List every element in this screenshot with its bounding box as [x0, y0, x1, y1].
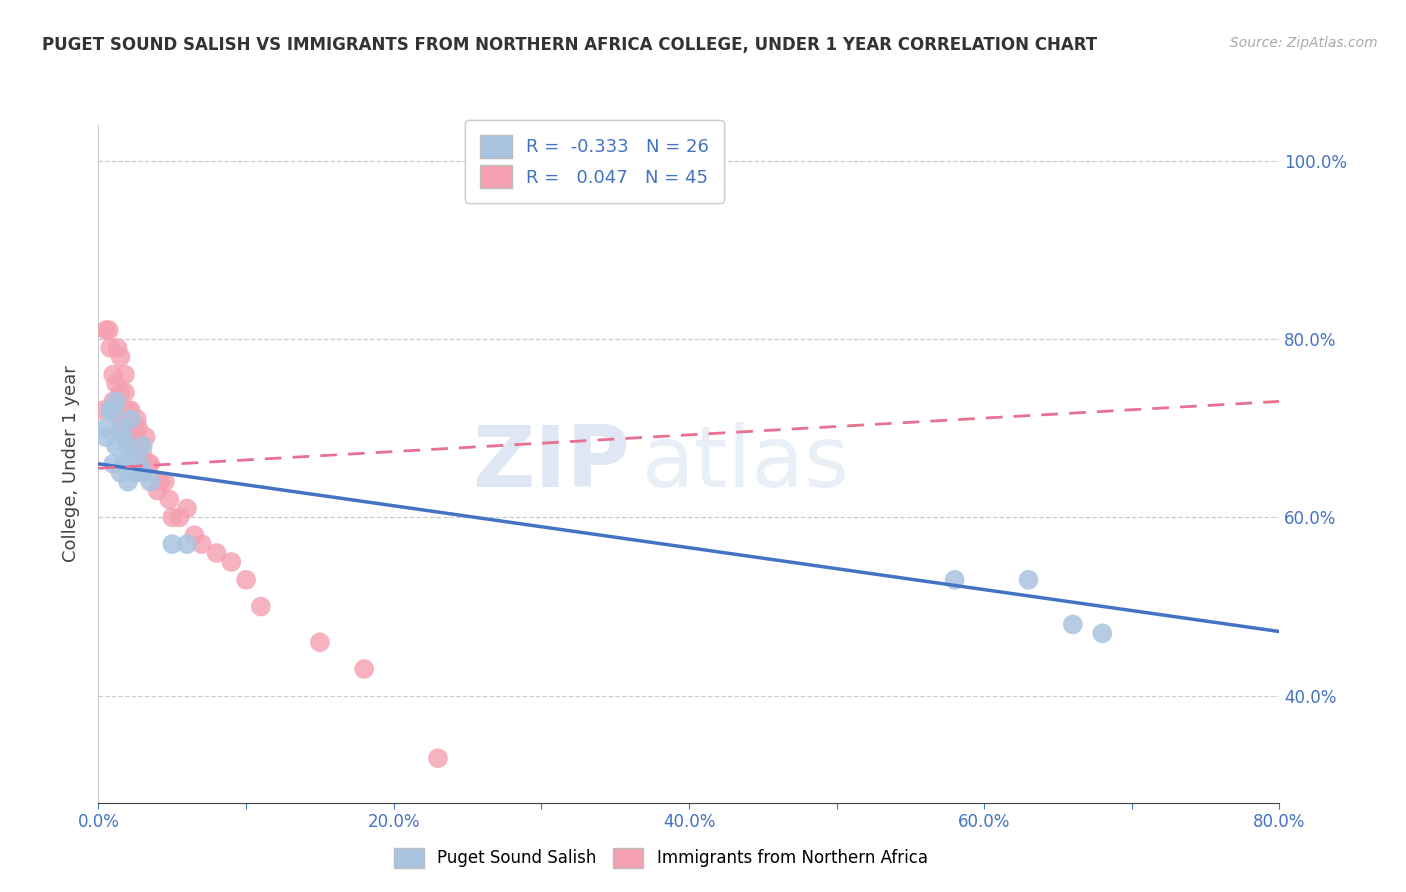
Point	[157, 492, 180, 507]
Point	[1017, 573, 1039, 587]
Point	[132, 466, 155, 480]
Point	[117, 421, 139, 435]
Point	[110, 412, 132, 426]
Point	[105, 376, 128, 391]
Point	[117, 475, 139, 489]
Point	[124, 439, 146, 453]
Point	[139, 475, 162, 489]
Point	[132, 439, 155, 453]
Point	[183, 528, 205, 542]
Point	[1062, 617, 1084, 632]
Point	[125, 412, 148, 426]
Point	[114, 368, 136, 382]
Y-axis label: College, Under 1 year: College, Under 1 year	[62, 366, 80, 562]
Point	[120, 448, 142, 462]
Point	[250, 599, 273, 614]
Point	[105, 394, 128, 409]
Legend: Puget Sound Salish, Immigrants from Northern Africa: Puget Sound Salish, Immigrants from Nort…	[387, 841, 935, 875]
Point	[943, 573, 966, 587]
Point	[103, 368, 125, 382]
Point	[219, 555, 242, 569]
Point	[98, 341, 121, 355]
Point	[124, 466, 146, 480]
Legend: R =  -0.333   N = 26, R =   0.047   N = 45: R = -0.333 N = 26, R = 0.047 N = 45	[465, 120, 724, 202]
Point	[127, 421, 149, 435]
Point	[162, 537, 183, 551]
Point	[135, 430, 157, 444]
Point	[205, 546, 228, 560]
Point	[94, 421, 117, 435]
Point	[94, 430, 117, 444]
Point	[114, 385, 136, 400]
Point	[138, 457, 160, 471]
Point	[91, 403, 114, 417]
Text: ZIP: ZIP	[472, 422, 630, 506]
Point	[169, 510, 191, 524]
Point	[235, 573, 257, 587]
Text: Source: ZipAtlas.com: Source: ZipAtlas.com	[1230, 36, 1378, 50]
Point	[122, 421, 145, 435]
Point	[94, 323, 117, 337]
Point	[146, 483, 169, 498]
Point	[132, 466, 155, 480]
Point	[103, 457, 125, 471]
Point	[112, 421, 135, 435]
Point	[162, 510, 183, 524]
Point	[309, 635, 332, 649]
Point	[149, 475, 172, 489]
Point	[110, 421, 132, 435]
Point	[112, 430, 135, 444]
Point	[110, 350, 132, 364]
Point	[427, 751, 450, 765]
Point	[98, 403, 121, 417]
Point	[191, 537, 214, 551]
Point	[153, 475, 176, 489]
Point	[110, 385, 132, 400]
Point	[1091, 626, 1114, 640]
Point	[128, 457, 150, 471]
Point	[110, 466, 132, 480]
Text: PUGET SOUND SALISH VS IMMIGRANTS FROM NORTHERN AFRICA COLLEGE, UNDER 1 YEAR CORR: PUGET SOUND SALISH VS IMMIGRANTS FROM NO…	[42, 36, 1097, 54]
Point	[112, 457, 135, 471]
Point	[176, 501, 198, 516]
Text: atlas: atlas	[641, 422, 849, 506]
Point	[120, 412, 142, 426]
Point	[117, 439, 139, 453]
Point	[105, 403, 128, 417]
Point	[97, 323, 120, 337]
Point	[103, 403, 125, 417]
Point	[176, 537, 198, 551]
Point	[120, 430, 142, 444]
Point	[139, 457, 162, 471]
Point	[107, 341, 129, 355]
Point	[353, 662, 375, 676]
Point	[103, 394, 125, 409]
Point	[105, 439, 128, 453]
Point	[128, 439, 150, 453]
Point	[117, 403, 139, 417]
Point	[132, 448, 155, 462]
Point	[120, 403, 142, 417]
